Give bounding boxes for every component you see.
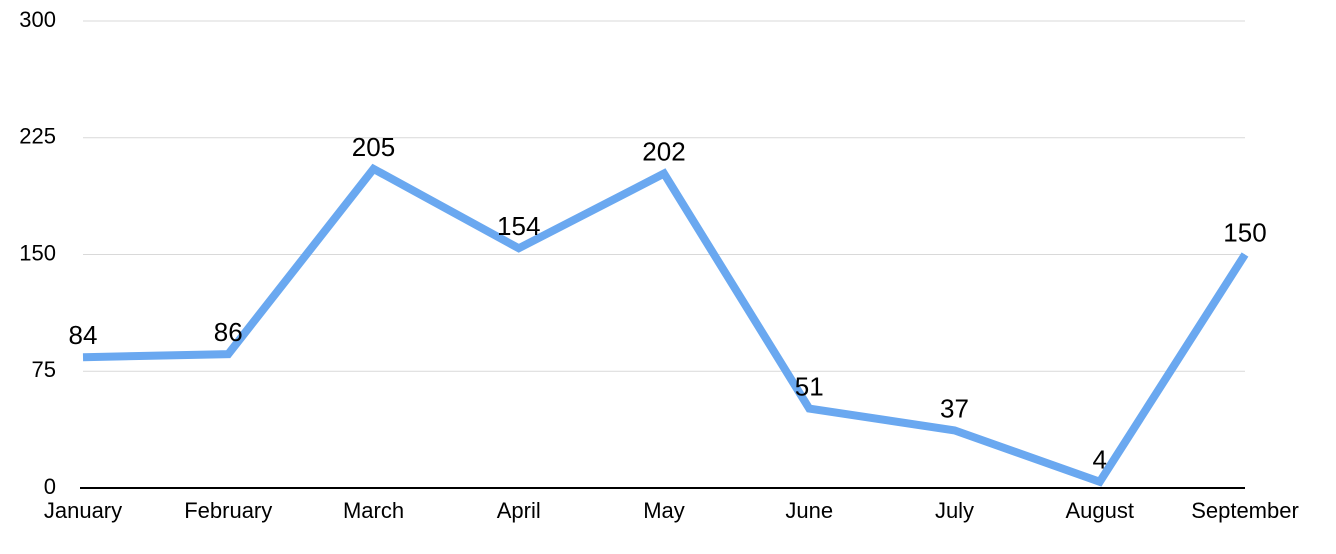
y-tick-label: 300 [19,7,56,32]
y-tick-label: 225 [19,124,56,149]
data-line [82,163,1249,487]
y-tick-label: 150 [19,240,56,265]
data-label: 37 [940,393,969,423]
x-tick-label: August [1066,498,1135,523]
y-tick-label: 0 [44,474,56,499]
data-label: 51 [795,371,824,401]
x-tick-label: May [643,498,685,523]
x-tick-label: February [184,498,272,523]
y-tick-label: 75 [32,357,56,382]
data-label: 205 [352,132,395,162]
x-tick-label: July [935,498,974,523]
x-tick-label: September [1191,498,1299,523]
data-label: 150 [1223,217,1266,247]
x-tick-label: April [497,498,541,523]
data-label: 84 [69,320,98,350]
data-label: 154 [497,211,540,241]
x-tick-label: January [44,498,122,523]
x-tick-label: June [785,498,833,523]
data-label: 4 [1093,445,1107,475]
data-label: 202 [642,136,685,166]
x-tick-label: March [343,498,404,523]
data-label: 86 [214,317,243,347]
